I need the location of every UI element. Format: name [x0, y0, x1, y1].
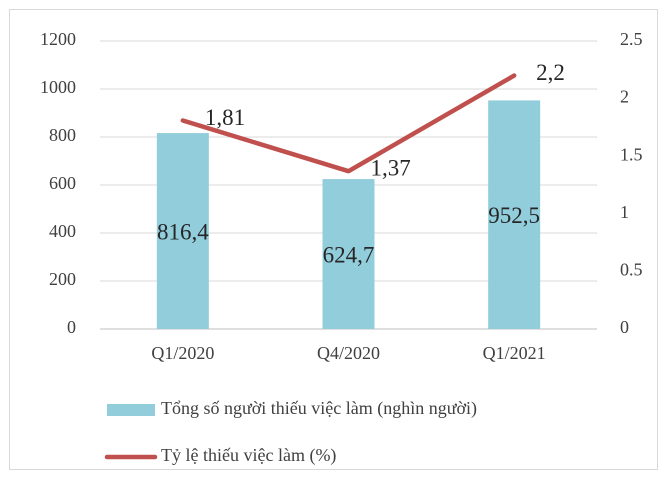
y2-tick-label: 0	[620, 317, 629, 337]
legend-label: Tỷ lệ thiếu việc làm (%)	[161, 445, 336, 466]
y-tick-label: 1000	[40, 77, 76, 97]
data-label: 1,81	[205, 105, 245, 130]
y-tick-label: 400	[49, 221, 76, 241]
data-label: 624,7	[323, 242, 375, 267]
data-label: 816,4	[157, 219, 209, 244]
y-tick-label: 0	[67, 317, 76, 337]
y-tick-label: 800	[49, 125, 76, 145]
data-label: 2,2	[536, 60, 565, 85]
y2-tick-label: 0.5	[620, 260, 643, 280]
bar	[488, 100, 541, 330]
line-series	[180, 73, 517, 174]
y-tick-label: 200	[49, 269, 76, 289]
x-tick-label: Q1/2021	[483, 343, 546, 363]
y2-tick-label: 1	[620, 202, 629, 222]
x-tick-label: Q1/2020	[151, 343, 214, 363]
legend-label: Tổng số người thiếu việc làm (nghìn ngườ…	[161, 398, 477, 419]
y2-tick-label: 2	[620, 87, 629, 107]
y-tick-label: 1200	[40, 29, 76, 49]
y-tick-label: 600	[49, 173, 76, 193]
y2-tick-label: 2.5	[620, 29, 643, 49]
x-tick-label: Q4/2020	[317, 343, 380, 363]
legend-swatch	[107, 404, 155, 416]
bar	[156, 133, 209, 329]
data-label: 1,37	[371, 155, 411, 180]
data-label: 952,5	[488, 203, 540, 228]
bar	[322, 179, 375, 329]
y2-tick-label: 1.5	[620, 144, 643, 164]
